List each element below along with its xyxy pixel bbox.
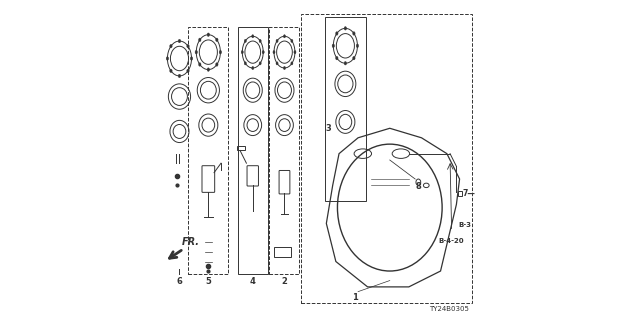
- Ellipse shape: [166, 57, 168, 60]
- Bar: [188, 27, 228, 274]
- Ellipse shape: [259, 62, 261, 65]
- Ellipse shape: [207, 33, 209, 36]
- Text: B-4-20: B-4-20: [439, 238, 465, 244]
- Text: 4: 4: [250, 277, 256, 286]
- Ellipse shape: [252, 67, 254, 69]
- Ellipse shape: [252, 35, 254, 38]
- Bar: [458, 191, 462, 196]
- Ellipse shape: [332, 44, 335, 48]
- Ellipse shape: [216, 63, 218, 66]
- Bar: [237, 146, 245, 150]
- Ellipse shape: [244, 39, 246, 43]
- Text: 8: 8: [416, 182, 422, 191]
- Ellipse shape: [262, 51, 264, 54]
- Ellipse shape: [190, 57, 193, 60]
- Text: 1: 1: [352, 293, 358, 302]
- Ellipse shape: [179, 39, 180, 43]
- Text: 2: 2: [282, 277, 287, 286]
- Ellipse shape: [291, 62, 293, 65]
- Ellipse shape: [294, 51, 296, 54]
- Text: 3: 3: [326, 124, 332, 133]
- Ellipse shape: [207, 68, 209, 71]
- Text: 6: 6: [177, 277, 182, 286]
- Ellipse shape: [187, 44, 189, 48]
- Ellipse shape: [259, 39, 261, 43]
- Ellipse shape: [273, 51, 275, 54]
- Ellipse shape: [335, 56, 338, 60]
- Ellipse shape: [284, 35, 285, 38]
- Ellipse shape: [276, 62, 278, 65]
- Ellipse shape: [216, 38, 218, 42]
- Bar: [269, 27, 300, 274]
- Ellipse shape: [276, 39, 278, 43]
- Ellipse shape: [291, 39, 293, 43]
- Ellipse shape: [198, 63, 201, 66]
- Ellipse shape: [284, 67, 285, 69]
- Ellipse shape: [241, 51, 243, 54]
- Ellipse shape: [219, 50, 221, 54]
- Ellipse shape: [353, 32, 355, 35]
- Ellipse shape: [195, 50, 198, 54]
- Text: 5: 5: [205, 277, 211, 286]
- Text: B-3: B-3: [458, 222, 471, 228]
- Ellipse shape: [170, 44, 172, 48]
- Ellipse shape: [187, 69, 189, 73]
- Ellipse shape: [244, 62, 246, 65]
- Bar: [237, 27, 268, 274]
- Text: FR.: FR.: [182, 237, 200, 247]
- Ellipse shape: [356, 44, 358, 48]
- Text: TY24B0305: TY24B0305: [429, 306, 469, 312]
- Bar: [274, 247, 291, 257]
- Ellipse shape: [344, 61, 347, 65]
- Text: 7—: 7—: [462, 189, 475, 198]
- Ellipse shape: [353, 56, 355, 60]
- Ellipse shape: [170, 69, 172, 73]
- Ellipse shape: [179, 74, 180, 78]
- Ellipse shape: [198, 38, 201, 42]
- Bar: [301, 14, 472, 303]
- Ellipse shape: [335, 32, 338, 35]
- Ellipse shape: [344, 27, 347, 30]
- Bar: [324, 17, 366, 201]
